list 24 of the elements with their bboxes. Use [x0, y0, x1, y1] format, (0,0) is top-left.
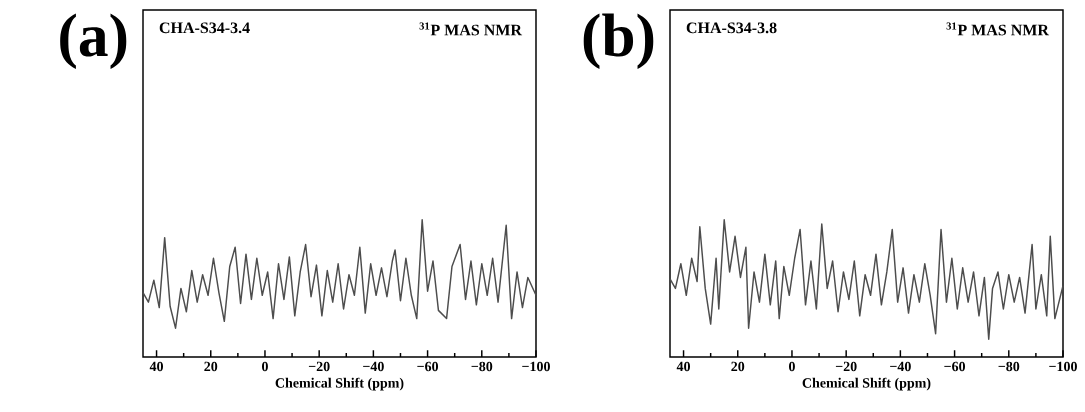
text: (a) [60, 13, 127, 70]
x-tick-label: 0 [788, 361, 795, 372]
x-tick-label: 40 [676, 361, 691, 372]
text: $^{31}$P MAS NMR [946, 22, 1050, 36]
x-tick-label: −20 [308, 361, 330, 372]
x-tick-label: −40 [363, 361, 384, 372]
text: $^{31}$P MAS NMR [419, 22, 523, 36]
text: CHA-S34-3.8 [686, 22, 777, 34]
x-tick-label: −20 [835, 361, 857, 372]
x-tick-label: 0 [261, 361, 268, 372]
text: CHA-S34-3.4 [159, 22, 250, 34]
x-tick-label: 40 [149, 361, 164, 372]
x-tick-label: −80 [998, 361, 1020, 372]
x-tick-label: −100 [1049, 361, 1077, 372]
x-tick-label: −80 [471, 361, 493, 372]
x-tick-label: −60 [944, 361, 966, 372]
x-tick-label: −100 [522, 361, 550, 372]
text: (b) [583, 13, 654, 70]
x-tick-label: −40 [890, 361, 911, 372]
x-tick-label: −60 [417, 361, 439, 372]
x-axis-title: Chemical Shift (ppm) [275, 377, 404, 391]
x-tick-label: 20 [204, 361, 218, 372]
x-axis-title: Chemical Shift (ppm) [802, 377, 931, 391]
x-tick-label: 20 [731, 361, 745, 372]
